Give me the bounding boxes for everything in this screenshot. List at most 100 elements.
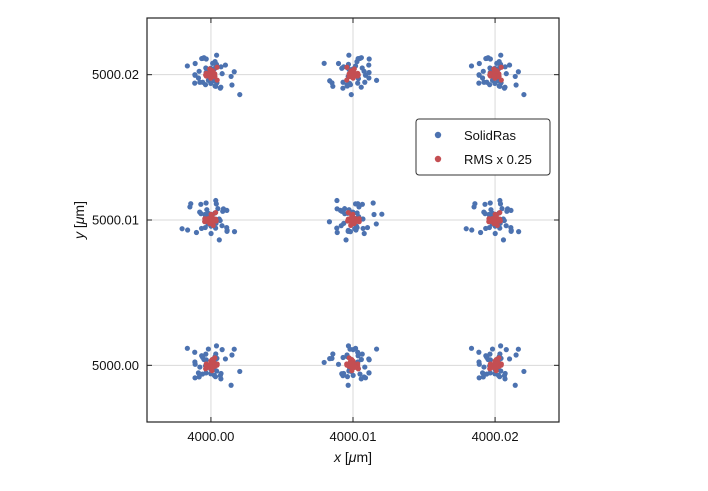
rms-point: [214, 64, 220, 70]
solidras-point: [480, 68, 486, 74]
solidras-point: [481, 364, 487, 370]
solidras-point: [366, 357, 372, 363]
rms-point: [498, 77, 504, 83]
solidras-point: [197, 79, 203, 85]
solidras-point: [210, 60, 216, 66]
rms-point: [345, 209, 351, 216]
solidras-point: [334, 225, 340, 231]
solidras-point: [479, 370, 486, 376]
solidras-point: [361, 374, 367, 380]
solidras-point: [476, 349, 482, 355]
solidras-point: [499, 206, 505, 212]
rms-point: [209, 368, 215, 374]
solidras-point: [373, 346, 380, 352]
rms-point: [213, 209, 219, 216]
legend-marker-rms: [434, 155, 442, 163]
solidras-point: [198, 225, 205, 232]
solidras-point: [489, 346, 496, 352]
solidras-point: [192, 375, 198, 381]
solidras-point: [205, 346, 211, 352]
solidras-point: [354, 224, 360, 231]
rms-point: [206, 71, 212, 77]
solidras-point: [370, 200, 376, 206]
solidras-point: [192, 60, 198, 67]
solidras-point: [213, 201, 219, 207]
solidras-point: [471, 204, 477, 210]
solidras-point: [192, 361, 198, 367]
solidras-point: [500, 237, 507, 243]
solidras-point: [201, 55, 207, 61]
data-points: [179, 52, 527, 388]
solidras-point: [476, 72, 482, 78]
solidras-point: [199, 353, 205, 359]
solidras-point: [469, 227, 475, 233]
solidras-point: [330, 351, 336, 357]
solidras-point: [340, 354, 346, 361]
solidras-point: [487, 351, 493, 357]
rms-point: [498, 64, 504, 70]
x-tick-label: 4000.01: [330, 429, 377, 444]
solidras-point: [231, 346, 237, 352]
legend: SolidRas RMS x 0.25: [415, 118, 551, 176]
rms-point: [487, 364, 493, 370]
solidras-point: [228, 382, 234, 388]
solidras-point: [344, 374, 351, 380]
solidras-point: [483, 225, 489, 232]
rms-point: [494, 222, 500, 228]
legend-box: [415, 118, 551, 176]
solidras-point: [366, 75, 372, 81]
solidras-point: [504, 208, 510, 214]
legend-label-solidras: SolidRas: [464, 128, 517, 143]
solidras-point: [348, 91, 354, 98]
rms-point: [491, 73, 498, 79]
solidras-point: [346, 52, 352, 58]
rms-point: [344, 64, 350, 70]
rms-point: [349, 216, 355, 222]
solidras-point: [379, 211, 385, 217]
solidras-point: [224, 207, 230, 214]
solidras-point: [237, 368, 243, 375]
solidras-point: [192, 349, 198, 355]
solidras-point: [212, 83, 218, 89]
solidras-point: [358, 84, 364, 90]
solidras-point: [184, 345, 190, 351]
solidras-point: [203, 351, 209, 357]
solidras-point: [483, 353, 489, 359]
solidras-point: [366, 56, 372, 62]
solidras-point: [364, 224, 371, 231]
rms-point: [497, 209, 503, 216]
solidras-point: [196, 374, 202, 380]
solidras-point: [355, 353, 361, 359]
solidras-point: [231, 69, 237, 75]
solidras-point: [334, 229, 340, 236]
y-tick-label: 5000.01: [92, 213, 139, 228]
solidras-point: [503, 223, 509, 229]
rms-point: [356, 219, 362, 225]
solidras-point: [219, 347, 225, 353]
solidras-point: [216, 237, 222, 243]
y-tick-label: 5000.00: [92, 358, 139, 373]
ticks: 4000.00 4000.01 4000.02 5000.00 5000.01 5000.…: [92, 18, 559, 444]
rms-point: [351, 66, 357, 72]
solidras-point: [360, 225, 366, 232]
solidras-point: [488, 207, 494, 213]
solidras-point: [237, 91, 243, 98]
solidras-point: [355, 80, 361, 86]
solidras-point: [219, 71, 225, 77]
solidras-point: [512, 382, 518, 388]
solidras-point: [222, 356, 229, 362]
rms-point: [496, 73, 502, 79]
solidras-point: [213, 343, 220, 349]
solidras-point: [373, 77, 380, 83]
solidras-point: [354, 210, 360, 216]
solidras-point: [501, 217, 507, 224]
rms-point: [351, 364, 358, 370]
solidras-point: [487, 370, 493, 376]
solidras-point: [327, 78, 333, 84]
solidras-point: [495, 372, 502, 378]
solidras-point: [224, 227, 230, 233]
solidras-point: [503, 347, 509, 353]
solidras-point: [497, 351, 503, 357]
solidras-point: [508, 207, 514, 214]
solidras-point: [515, 69, 521, 75]
